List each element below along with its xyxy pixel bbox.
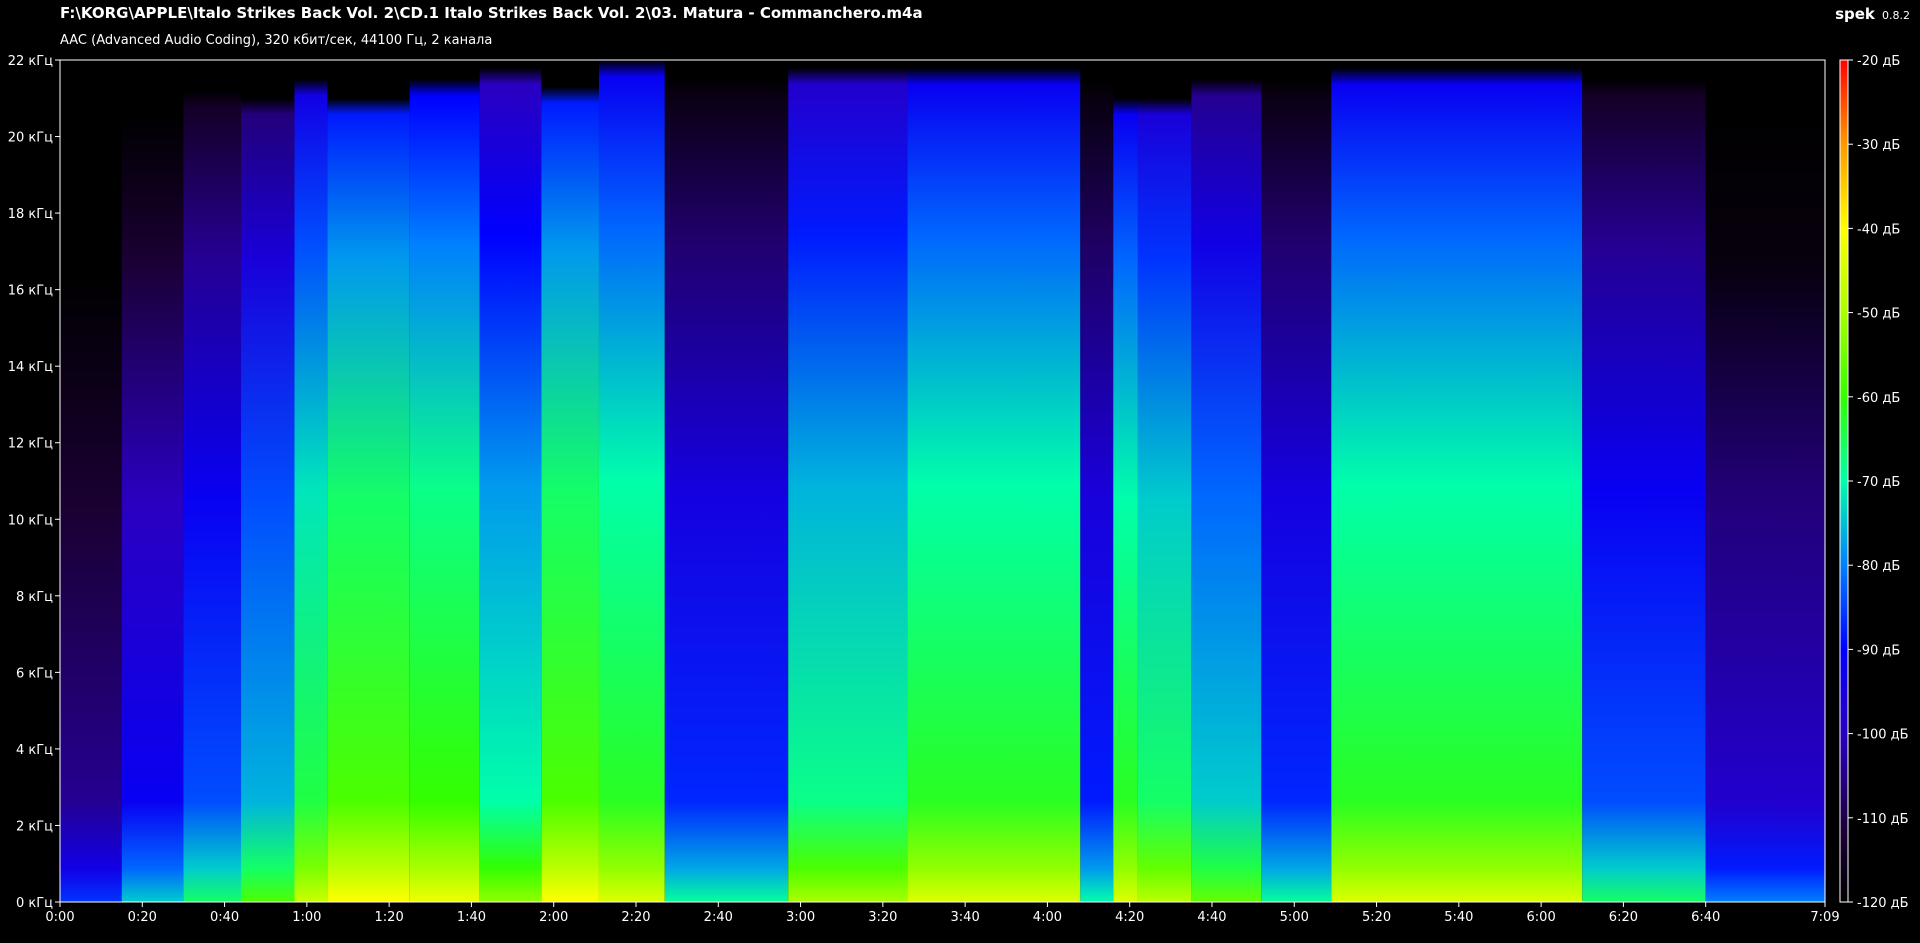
y-tick-label: 16 кГц: [8, 284, 53, 299]
spectrogram-segment: [664, 60, 789, 902]
spectrogram-segment: [294, 60, 328, 902]
x-tick-label: 6:40: [1691, 910, 1720, 925]
file-path-title: F:\KORG\APPLE\Italo Strikes Back Vol. 2\…: [60, 4, 923, 22]
spectrogram-segment: [1331, 60, 1583, 902]
spectrogram-segment: [409, 60, 480, 902]
x-tick-label: 7:09: [1810, 910, 1839, 925]
colorbar-tick-label: -60 дБ: [1857, 391, 1900, 406]
x-tick-label: 3:40: [951, 910, 980, 925]
audio-format-info: AAC (Advanced Audio Coding), 320 кбит/се…: [60, 33, 493, 48]
colorbar-tick-label: -70 дБ: [1857, 475, 1900, 490]
colorbar-axis: -20 дБ -30 дБ -40 дБ -50 дБ -60 дБ -70 дБ -80 …: [1848, 54, 1909, 911]
x-tick-label: 5:00: [1280, 910, 1309, 925]
spectrogram-segment: [1261, 60, 1332, 902]
colorbar-tick-label: -100 дБ: [1857, 728, 1909, 743]
colorbar-tick-label: -90 дБ: [1857, 643, 1900, 658]
y-tick-label: 14 кГц: [8, 360, 53, 375]
x-tick-label: 5:20: [1362, 910, 1391, 925]
x-tick-label: 5:40: [1444, 910, 1473, 925]
colorbar-tick-label: -40 дБ: [1857, 222, 1900, 237]
x-tick-label: 0:20: [128, 910, 157, 925]
app-version: 0.8.2: [1882, 9, 1910, 22]
x-tick-label: 1:40: [457, 910, 486, 925]
y-tick-label: 0 кГц: [16, 896, 53, 911]
x-tick-label: 2:20: [621, 910, 650, 925]
colorbar-tick-label: -20 дБ: [1857, 54, 1900, 69]
x-tick-label: 1:20: [375, 910, 404, 925]
x-tick-label: 6:00: [1527, 910, 1556, 925]
x-tick-label: 2:00: [539, 910, 568, 925]
colorbar-tick-label: -80 дБ: [1857, 559, 1900, 574]
spectrogram-segment: [121, 60, 184, 902]
y-tick-label: 2 кГц: [16, 819, 53, 834]
y-tick-label: 10 кГц: [8, 513, 53, 528]
colorbar: [1839, 59, 1849, 903]
spectrogram-segment: [907, 60, 1081, 902]
spectrogram-segment: [1080, 60, 1114, 902]
x-tick-label: 0:40: [210, 910, 239, 925]
spectrogram-segment: [60, 60, 122, 902]
x-tick-label: 6:20: [1609, 910, 1638, 925]
y-tick-label: 18 кГц: [8, 207, 53, 222]
spectrogram-segment: [1705, 60, 1825, 902]
frequency-axis: 0 кГц 2 кГц 4 кГц 6 кГц 8 кГц 10 кГц 12 кГц 14 …: [8, 54, 60, 911]
spectrogram-segment: [1113, 60, 1138, 902]
y-tick-label: 20 кГц: [8, 131, 53, 146]
y-tick-label: 8 кГц: [16, 590, 53, 605]
y-tick-label: 12 кГц: [8, 437, 53, 452]
y-tick-label: 6 кГц: [16, 666, 53, 681]
spectrogram-segment: [1582, 60, 1706, 902]
x-tick-label: 4:40: [1197, 910, 1226, 925]
y-tick-label: 22 кГц: [8, 54, 53, 69]
x-tick-label: 4:20: [1115, 910, 1144, 925]
x-tick-label: 1:00: [292, 910, 321, 925]
colorbar-tick-label: -30 дБ: [1857, 138, 1900, 153]
x-tick-label: 3:20: [868, 910, 897, 925]
spectrogram-segment: [598, 60, 665, 902]
colorbar-tick-label: -50 дБ: [1857, 307, 1900, 322]
app-brand: spek 0.8.2: [1835, 4, 1910, 23]
spectrogram-segment: [479, 60, 542, 902]
x-tick-label: 4:00: [1033, 910, 1062, 925]
x-tick-label: 2:40: [704, 910, 733, 925]
spectrogram-segment: [1137, 60, 1192, 902]
spectrogram-segment: [788, 60, 908, 902]
spectrogram-segment: [1191, 60, 1262, 902]
time-axis: 0:00 0:20 0:40 1:00 1:20 1:40 2:00 2:20 2:40 3:00…: [45, 902, 1840, 925]
plot-frame: [59, 59, 1826, 903]
colorbar-tick-label: -110 дБ: [1857, 812, 1909, 827]
x-tick-label: 0:00: [45, 910, 74, 925]
spectrogram-segment: [541, 60, 599, 902]
spectrogram-segment: [241, 60, 295, 902]
colorbar-tick-label: -120 дБ: [1857, 896, 1909, 911]
app-name: spek: [1835, 5, 1875, 23]
x-tick-label: 3:00: [786, 910, 815, 925]
spectrogram-segment: [183, 60, 242, 902]
spectrogram-heatmap: [60, 60, 1825, 902]
spectrogram-segment: [327, 60, 410, 902]
y-tick-label: 4 кГц: [16, 743, 53, 758]
